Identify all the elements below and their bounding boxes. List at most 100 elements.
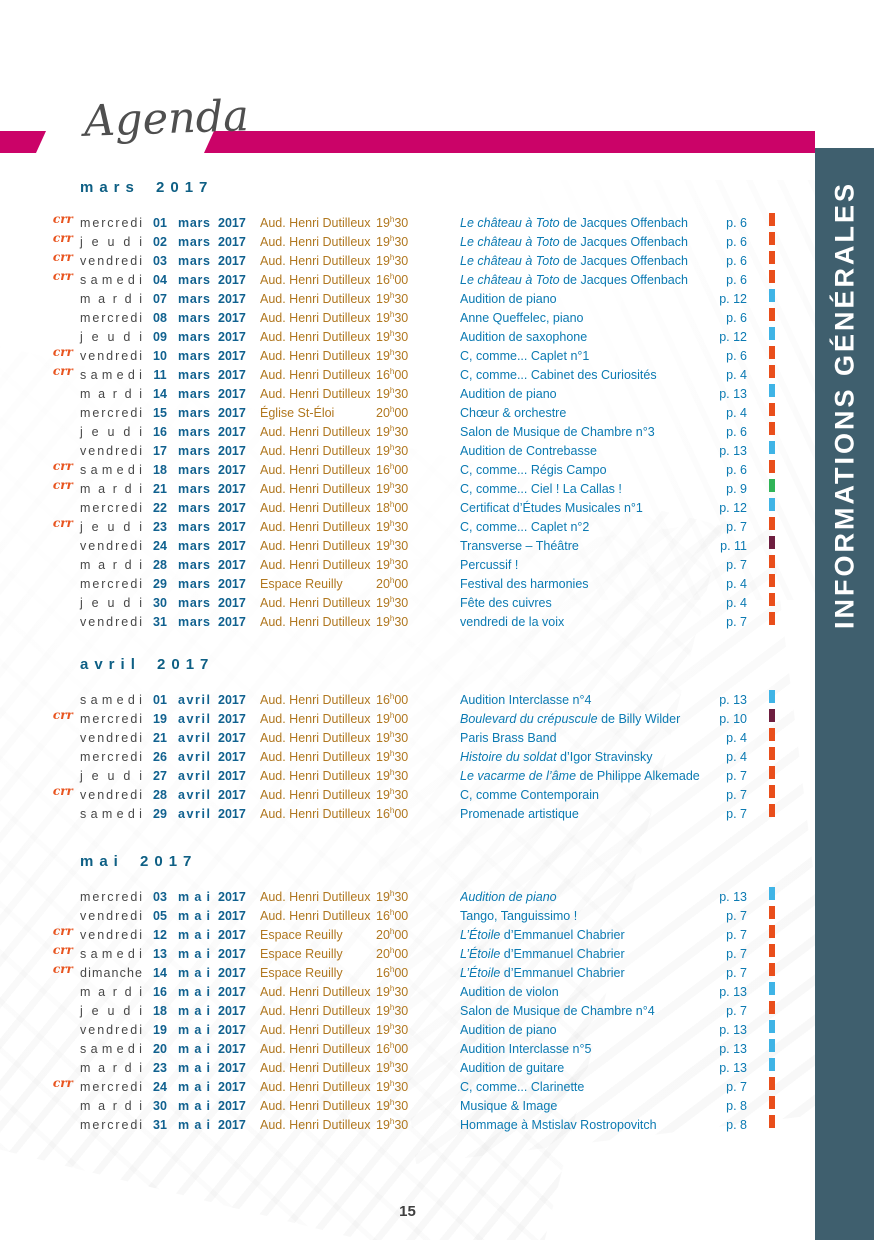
event-title-rest: Percussif !	[460, 558, 519, 573]
event-year: 2017	[218, 1042, 246, 1057]
event-logo-cell: crr	[52, 962, 80, 977]
event-day-number: 18	[153, 1004, 167, 1019]
event-logo-cell: crr	[52, 924, 80, 939]
event-logo-cell: crr	[52, 535, 80, 550]
event-day-number: 21	[153, 731, 167, 746]
event-day-number: 04	[153, 273, 167, 288]
event-venue: Aud. Henri Dutilleux	[260, 1004, 371, 1019]
event-day-number: 28	[153, 558, 167, 573]
category-tick	[769, 1020, 775, 1033]
event-tick-cell	[747, 593, 775, 606]
event-title: Audition de piano	[460, 888, 703, 907]
event-day-number: 28	[153, 788, 167, 803]
event-title-rest: Anne Queffelec, piano	[460, 311, 584, 326]
svg-text:crr: crr	[53, 1076, 75, 1090]
event-time: 19h30	[376, 291, 409, 307]
event-time: 19h00	[376, 711, 409, 727]
category-tick	[769, 906, 775, 919]
event-logo-cell: crr	[52, 886, 80, 901]
event-row: crr vendredi 05 mai 2017 Aud. Henri Duti…	[0, 903, 815, 923]
event-time: 19h30	[376, 215, 409, 231]
event-day-number: 23	[153, 520, 167, 535]
event-venue: Aud. Henri Dutilleux	[260, 712, 371, 727]
event-venue: Aud. Henri Dutilleux	[260, 807, 371, 822]
event-day-number: 26	[153, 750, 167, 765]
event-logo-cell: crr	[52, 689, 80, 704]
event-title-italic: L’Étoile	[460, 928, 501, 943]
event-tick-cell	[747, 327, 775, 340]
event-logo-cell: crr	[52, 981, 80, 996]
event-year: 2017	[218, 985, 246, 1000]
event-page-ref: p. 7	[726, 807, 747, 822]
event-title: Audition de piano	[460, 385, 703, 404]
event-title: Hommage à Mstislav Rostropovitch	[460, 1116, 703, 1135]
event-title-italic: L’Étoile	[460, 966, 501, 981]
event-logo-cell: crr	[52, 611, 80, 626]
event-time: 19h30	[376, 481, 409, 497]
event-venue: Aud. Henri Dutilleux	[260, 769, 371, 784]
event-logo-cell: crr	[52, 1057, 80, 1072]
event-tick-cell	[747, 690, 775, 703]
event-tick-cell	[747, 251, 775, 264]
event-day-number: 16	[153, 425, 167, 440]
event-title-italic: Le château à Toto	[460, 216, 560, 231]
crr-logo-icon: crr	[53, 364, 75, 378]
category-tick	[769, 925, 775, 938]
event-tick-cell	[747, 479, 775, 492]
event-year: 2017	[218, 1099, 246, 1114]
event-tick-cell	[747, 963, 775, 976]
crr-logo-icon: crr	[53, 1076, 75, 1090]
event-tick-cell	[747, 1096, 775, 1109]
event-tick-cell	[747, 346, 775, 359]
event-time: 20h00	[376, 576, 409, 592]
event-year: 2017	[218, 482, 246, 497]
event-title: Histoire du soldat d’Igor Stravinsky	[460, 748, 703, 767]
category-tick	[769, 308, 775, 321]
event-time: 20h00	[376, 946, 409, 962]
event-time: 19h30	[376, 1003, 409, 1019]
event-time: 19h30	[376, 348, 409, 364]
event-year: 2017	[218, 558, 246, 573]
event-time: 19h30	[376, 768, 409, 784]
section-heading: avril 2017	[80, 656, 215, 673]
event-title-rest: de Jacques Offenbach	[559, 273, 688, 288]
event-time: 16h00	[376, 908, 409, 924]
event-day-number: 29	[153, 807, 167, 822]
event-title-rest: de Philippe Alkemade	[576, 769, 700, 784]
event-title: Festival des harmonies	[460, 575, 703, 594]
event-page-ref: p. 4	[726, 731, 747, 746]
event-time: 19h30	[376, 1022, 409, 1038]
sidebar-label: INFORMATIONS GÉNÉRALES	[829, 181, 859, 630]
event-logo-cell: crr	[52, 345, 80, 360]
event-title: L’Étoile d’Emmanuel Chabrier	[460, 964, 703, 983]
event-venue: Aud. Henri Dutilleux	[260, 425, 371, 440]
event-year: 2017	[218, 890, 246, 905]
event-title: Paris Brass Band	[460, 729, 703, 748]
crr-logo-icon: crr	[53, 708, 75, 722]
event-page-ref: p. 7	[726, 558, 747, 573]
event-title: vendredi de la voix	[460, 613, 703, 632]
event-tick-cell	[747, 804, 775, 817]
event-title-italic: Boulevard du crépuscule	[460, 712, 598, 727]
